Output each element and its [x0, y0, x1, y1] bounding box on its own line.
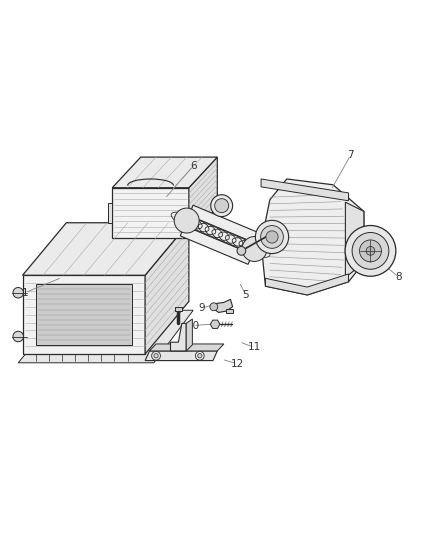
Circle shape	[359, 240, 381, 262]
Circle shape	[351, 232, 388, 269]
Circle shape	[344, 225, 395, 276]
Circle shape	[210, 195, 232, 216]
Circle shape	[260, 225, 283, 248]
Circle shape	[209, 303, 217, 311]
Text: 6: 6	[190, 161, 196, 171]
Polygon shape	[145, 223, 188, 354]
Polygon shape	[108, 203, 112, 223]
Polygon shape	[261, 179, 363, 295]
Text: 12: 12	[230, 359, 243, 369]
Circle shape	[13, 287, 23, 298]
Polygon shape	[18, 310, 193, 363]
Circle shape	[255, 220, 288, 254]
Polygon shape	[112, 188, 188, 238]
Circle shape	[153, 353, 158, 358]
Circle shape	[195, 351, 204, 360]
Circle shape	[197, 353, 201, 358]
Polygon shape	[149, 344, 223, 351]
Polygon shape	[188, 157, 217, 238]
Polygon shape	[214, 300, 232, 312]
Text: 8: 8	[395, 272, 401, 282]
Polygon shape	[112, 157, 217, 188]
Polygon shape	[22, 275, 145, 354]
Text: 1: 1	[21, 288, 28, 298]
Polygon shape	[174, 307, 181, 311]
Circle shape	[174, 208, 199, 233]
Polygon shape	[261, 179, 348, 201]
Polygon shape	[170, 324, 186, 351]
Text: 7: 7	[347, 150, 353, 160]
Polygon shape	[145, 351, 217, 361]
Text: 10: 10	[186, 320, 199, 330]
Text: 11: 11	[247, 343, 261, 352]
Circle shape	[151, 351, 160, 360]
Circle shape	[214, 199, 228, 213]
Circle shape	[365, 246, 374, 255]
Text: 9: 9	[198, 303, 205, 313]
Polygon shape	[22, 223, 188, 275]
Circle shape	[241, 237, 266, 262]
Text: 5: 5	[242, 290, 248, 300]
Polygon shape	[265, 274, 348, 295]
Polygon shape	[186, 319, 192, 351]
Circle shape	[237, 246, 245, 255]
Polygon shape	[226, 309, 232, 313]
Circle shape	[13, 332, 23, 342]
Polygon shape	[180, 205, 260, 264]
Polygon shape	[345, 202, 363, 278]
Circle shape	[265, 231, 278, 243]
Polygon shape	[35, 284, 132, 345]
Polygon shape	[210, 320, 219, 328]
